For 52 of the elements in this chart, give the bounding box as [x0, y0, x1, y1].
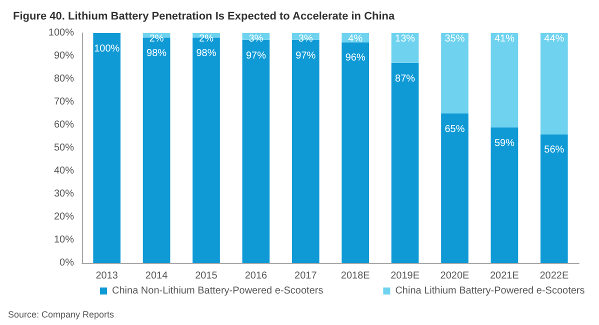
x-tick-label: 2020E [440, 270, 470, 282]
data-label: 41% [494, 34, 515, 44]
bar [93, 33, 121, 263]
source-note: Source: Company Reports [8, 310, 115, 320]
y-tick-label: 0% [60, 258, 74, 268]
data-label: 44% [544, 34, 564, 44]
bar [342, 42, 370, 263]
y-tick-label: 40% [54, 166, 74, 176]
x-tick-label: 2016 [244, 270, 268, 282]
y-tick-label: 20% [54, 212, 74, 222]
bar [490, 127, 518, 263]
y-tick-label: 10% [54, 234, 74, 246]
data-label: 59% [494, 138, 515, 149]
bar [441, 114, 468, 263]
x-tick-label: 2018E [340, 270, 370, 282]
x-tick-label: 2013 [96, 270, 118, 282]
legend-label: China Non-Lithium Battery-Powered e-Scooters [112, 286, 324, 296]
data-label: 65% [444, 124, 465, 135]
y-tick-label: 60% [54, 120, 74, 130]
bar [540, 33, 568, 134]
x-tick-label: 2015 [195, 270, 218, 282]
data-label: 100% [94, 44, 120, 54]
y-tick-label: 70% [54, 96, 74, 108]
data-label: 56% [544, 144, 564, 156]
data-label: 2% [149, 34, 164, 44]
x-tick-label: 2019E [390, 270, 420, 282]
data-label: 97% [246, 50, 266, 62]
x-tick-label: 2014 [145, 270, 168, 282]
y-tick-label: 90% [54, 50, 74, 62]
y-tick-label: 80% [54, 74, 74, 84]
bar [391, 33, 419, 63]
y-tick-label: 50% [54, 142, 74, 154]
y-tick-label: 100% [48, 28, 74, 38]
bar [441, 33, 468, 114]
data-label: 98% [146, 48, 167, 60]
y-tick-label: 30% [54, 188, 74, 200]
data-label: 97% [296, 50, 316, 62]
data-label: 35% [444, 34, 465, 44]
data-label: 13% [395, 34, 416, 44]
data-label: 2% [199, 34, 214, 44]
data-label: 4% [348, 34, 363, 44]
bar [540, 134, 568, 263]
legend-label: China Lithium Battery-Powered e-Scooters [395, 286, 585, 296]
data-label: 87% [395, 73, 416, 84]
bar [391, 62, 419, 263]
chart-title: Figure 40. Lithium Battery Penetration Is Expected to Accelerate in China [13, 10, 396, 22]
x-tick-label: 2022E [540, 270, 569, 282]
data-label: 96% [345, 52, 366, 64]
x-tick-label: 2017 [294, 270, 318, 282]
data-label: 98% [196, 48, 216, 60]
x-tick-label: 2021E [490, 270, 520, 282]
bar [490, 33, 518, 128]
